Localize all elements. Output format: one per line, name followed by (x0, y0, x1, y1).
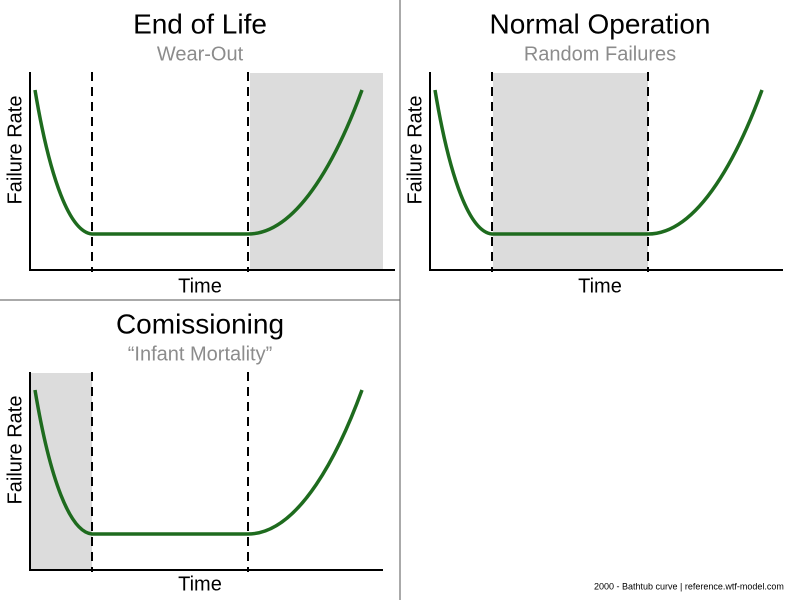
panel-subtitle: “Infant Mortality” (128, 343, 272, 365)
bathtub-curve (33, 89, 364, 236)
y-axis-label: Failure Rate (4, 96, 26, 205)
panel-subtitle: Wear-Out (157, 43, 244, 65)
footer: 2000 - Bathtub curve | reference.wtf-mod… (594, 581, 784, 591)
panel: End of Life Wear-Out Time Failure Rate (4, 8, 395, 297)
highlight (30, 373, 92, 570)
panel-title: Normal Operation (490, 8, 711, 39)
y-axis-label: Failure Rate (404, 96, 426, 205)
panel: Normal Operation Random Failures Time Fa… (404, 8, 783, 297)
bathtub-curve (33, 389, 364, 536)
panel-title: Comissioning (116, 308, 284, 339)
axes (429, 72, 783, 271)
panel-subtitle: Random Failures (524, 43, 676, 65)
x-axis-label: Time (178, 275, 222, 297)
panel: Comissioning “Infant Mortality” Time Fai… (4, 308, 383, 595)
x-axis-label: Time (578, 275, 622, 297)
axes (29, 372, 383, 571)
panel-title: End of Life (133, 8, 267, 39)
y-axis-label: Failure Rate (4, 396, 26, 505)
bathtub-curve (433, 89, 764, 236)
x-axis-label: Time (178, 573, 222, 595)
axes (29, 72, 395, 271)
highlight (250, 73, 383, 270)
highlight (493, 73, 648, 270)
